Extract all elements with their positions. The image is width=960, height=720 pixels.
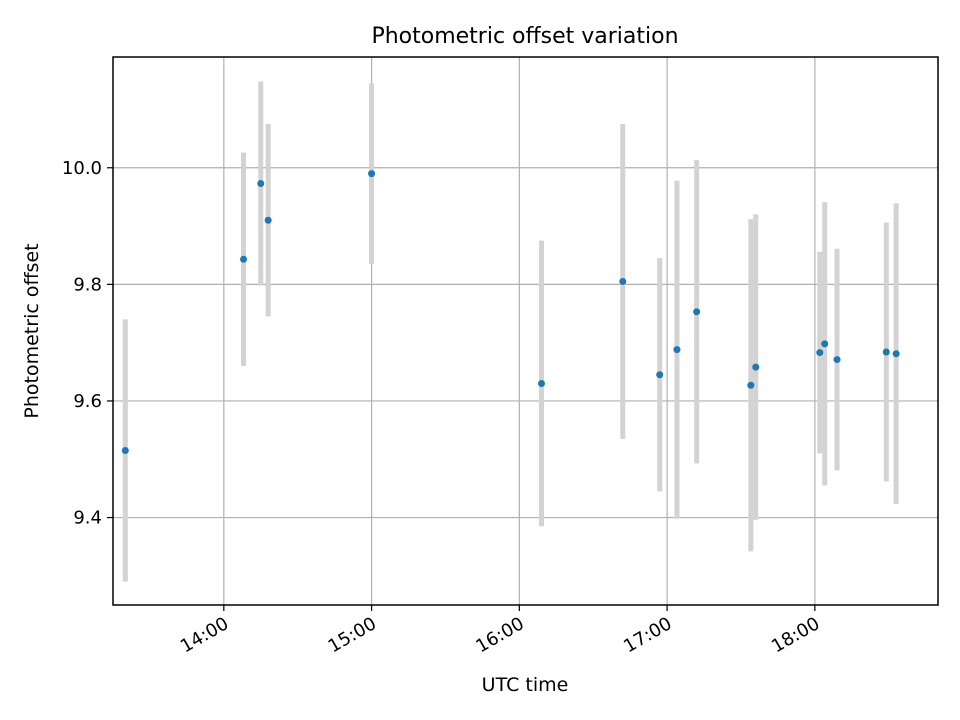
- x-tick-label: 17:00: [620, 613, 675, 657]
- data-point: [264, 216, 272, 224]
- x-tick-label: 15:00: [325, 613, 380, 657]
- data-point: [816, 349, 824, 357]
- data-point: [693, 308, 701, 316]
- data-point: [882, 348, 890, 356]
- point-layer: [121, 170, 900, 455]
- data-point: [240, 255, 248, 263]
- data-point: [121, 447, 129, 455]
- data-point: [368, 170, 376, 178]
- y-tick-label: 9.4: [73, 508, 102, 529]
- errorbar-layer: [122, 81, 899, 582]
- grid-layer: [113, 57, 938, 605]
- plot-frame: [112, 56, 939, 606]
- data-point: [538, 379, 546, 387]
- y-tick-label: 9.8: [73, 274, 102, 295]
- x-axis-label: UTC time: [482, 674, 569, 696]
- y-axis-label: Photometric offset: [21, 243, 43, 418]
- data-point: [752, 363, 760, 371]
- y-tick-label: 10.0: [62, 158, 102, 179]
- data-point: [673, 346, 681, 354]
- data-point: [821, 340, 829, 348]
- y-axis-ticks: 9.4 9.6 9.8 10.0: [62, 158, 113, 529]
- chart-title: Photometric offset variation: [371, 24, 678, 49]
- x-axis-ticks: 14:00 15:00 16:00 17:00 18:00: [177, 605, 823, 657]
- x-tick-label: 14:00: [177, 613, 232, 657]
- data-point: [747, 381, 755, 389]
- x-tick-label: 16:00: [472, 613, 527, 657]
- data-point: [833, 356, 841, 364]
- data-point: [257, 180, 265, 188]
- data-point: [892, 350, 900, 358]
- y-tick-label: 9.6: [73, 391, 102, 412]
- data-point: [619, 277, 627, 285]
- x-tick-label: 18:00: [768, 613, 823, 657]
- data-point: [656, 371, 664, 379]
